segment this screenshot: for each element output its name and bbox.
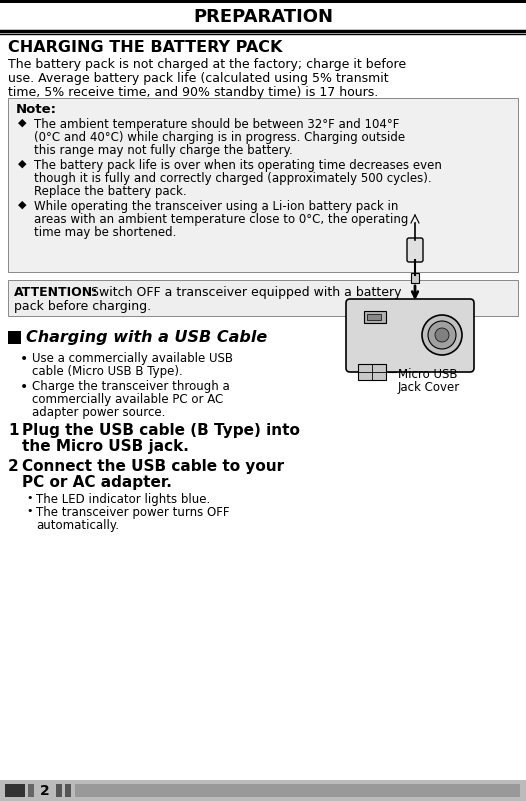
Text: areas with an ambient temperature close to 0°C, the operating: areas with an ambient temperature close … [34, 213, 408, 226]
Bar [0, 780, 526, 801]
Text: though it is fully and correctly charged (approximately 500 cycles).: though it is fully and correctly charged… [34, 172, 432, 185]
Bar [411, 273, 419, 283]
Bar [364, 311, 386, 323]
Text: Use a commercially available USB: Use a commercially available USB [32, 352, 233, 365]
Bar [358, 364, 386, 380]
Text: •: • [26, 493, 33, 503]
Bar [8, 331, 21, 344]
Text: time, 5% receive time, and 90% standby time) is 17 hours.: time, 5% receive time, and 90% standby t… [8, 86, 378, 99]
Bar [28, 784, 34, 797]
Bar [56, 784, 62, 797]
Text: Connect the USB cable to your: Connect the USB cable to your [22, 459, 284, 474]
Text: The battery pack life is over when its operating time decreases even: The battery pack life is over when its o… [34, 159, 442, 172]
Text: PREPARATION: PREPARATION [193, 8, 333, 26]
Bar [8, 280, 518, 316]
Text: 2: 2 [8, 459, 19, 474]
Text: ◆: ◆ [18, 200, 26, 210]
Text: The battery pack is not charged at the factory; charge it before: The battery pack is not charged at the f… [8, 58, 406, 71]
Circle shape [428, 321, 456, 349]
Text: Switch OFF a transceiver equipped with a battery: Switch OFF a transceiver equipped with a… [87, 286, 401, 299]
Text: PC or AC adapter.: PC or AC adapter. [22, 475, 172, 490]
Text: use. Average battery pack life (calculated using 5% transmit: use. Average battery pack life (calculat… [8, 72, 389, 85]
Bar [65, 784, 71, 797]
Bar [8, 98, 518, 272]
Bar [0, 3, 526, 31]
Text: Note:: Note: [16, 103, 57, 116]
Bar [75, 784, 520, 797]
Bar [367, 314, 381, 320]
Text: Plug the USB cable (B Type) into: Plug the USB cable (B Type) into [22, 423, 300, 438]
Text: 2: 2 [40, 784, 50, 798]
Bar [0, 0, 526, 3]
Text: 1: 1 [8, 423, 18, 438]
Text: The ambient temperature should be between 32°F and 104°F: The ambient temperature should be betwee… [34, 118, 399, 131]
Text: ◆: ◆ [18, 159, 26, 169]
Circle shape [435, 328, 449, 342]
FancyBboxPatch shape [346, 299, 474, 372]
Text: Micro USB: Micro USB [398, 368, 458, 381]
Text: cable (Micro USB B Type).: cable (Micro USB B Type). [32, 365, 183, 378]
Text: commercially available PC or AC: commercially available PC or AC [32, 393, 223, 406]
Text: time may be shortened.: time may be shortened. [34, 226, 176, 239]
Text: The LED indicator lights blue.: The LED indicator lights blue. [36, 493, 210, 506]
Text: automatically.: automatically. [36, 519, 119, 532]
Text: •: • [26, 506, 33, 516]
Text: adapter power source.: adapter power source. [32, 406, 165, 419]
Text: Jack Cover: Jack Cover [398, 381, 460, 394]
Text: the Micro USB jack.: the Micro USB jack. [22, 439, 189, 454]
Text: CHARGING THE BATTERY PACK: CHARGING THE BATTERY PACK [8, 40, 282, 55]
Bar [5, 784, 25, 797]
Text: •: • [20, 380, 28, 394]
Text: The transceiver power turns OFF: The transceiver power turns OFF [36, 506, 229, 519]
Text: Replace the battery pack.: Replace the battery pack. [34, 185, 187, 198]
Text: pack before charging.: pack before charging. [14, 300, 151, 313]
Text: (0°C and 40°C) while charging is in progress. Charging outside: (0°C and 40°C) while charging is in prog… [34, 131, 405, 144]
Text: Charging with a USB Cable: Charging with a USB Cable [26, 330, 267, 345]
Text: While operating the transceiver using a Li-ion battery pack in: While operating the transceiver using a … [34, 200, 398, 213]
Text: ATTENTION:: ATTENTION: [14, 286, 98, 299]
Circle shape [422, 315, 462, 355]
Text: this range may not fully charge the battery.: this range may not fully charge the batt… [34, 144, 293, 157]
Text: •: • [20, 352, 28, 366]
Text: Charge the transceiver through a: Charge the transceiver through a [32, 380, 230, 393]
FancyBboxPatch shape [407, 238, 423, 262]
Text: ◆: ◆ [18, 118, 26, 128]
